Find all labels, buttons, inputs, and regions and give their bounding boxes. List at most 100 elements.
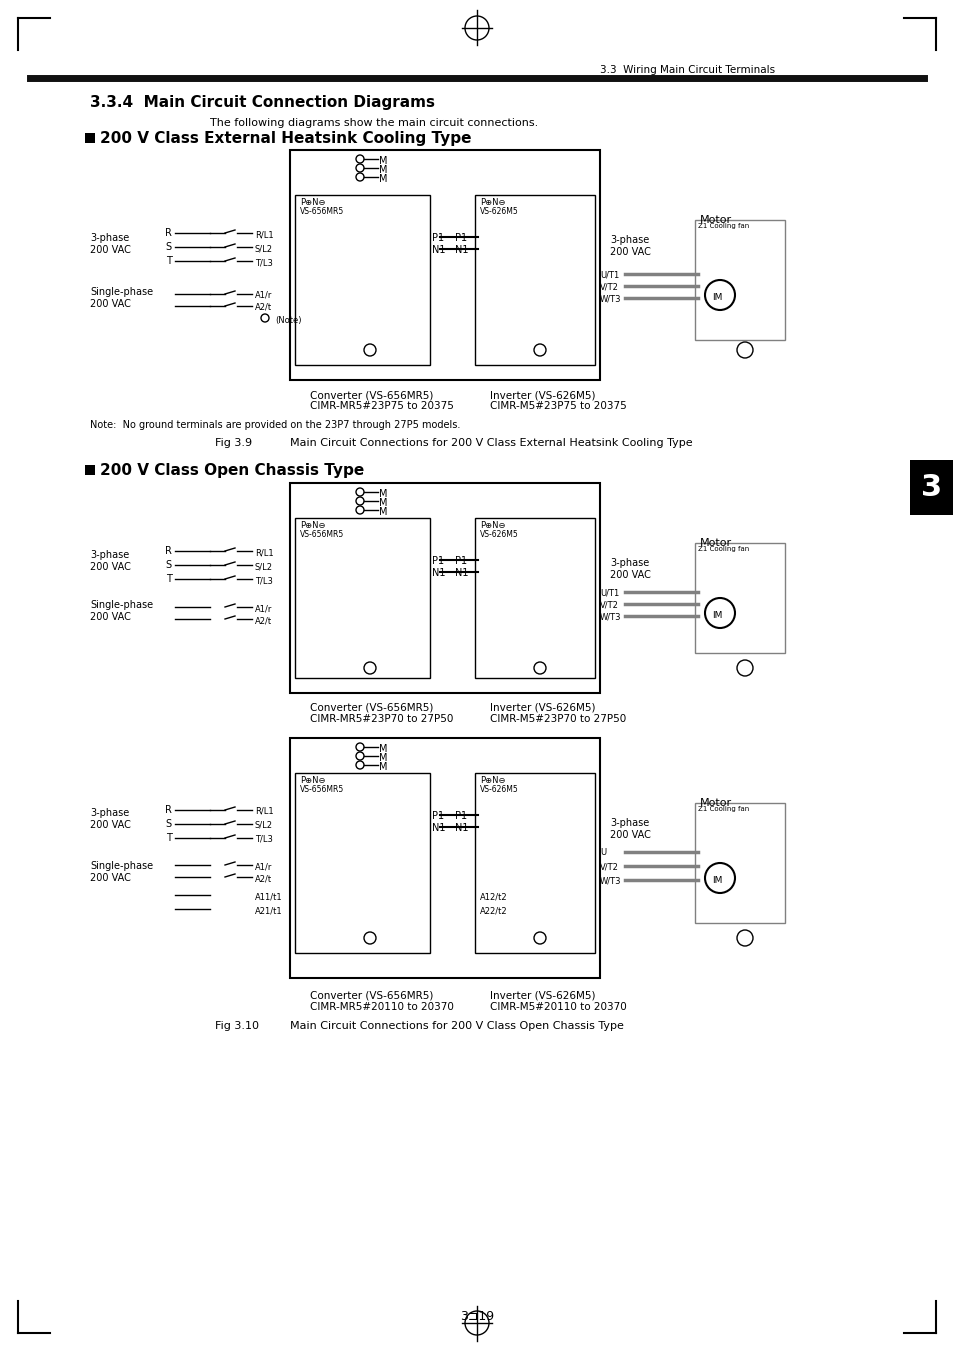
Text: A2/t: A2/t bbox=[254, 874, 272, 884]
Text: IM: IM bbox=[711, 293, 721, 303]
Text: 200 VAC: 200 VAC bbox=[90, 562, 131, 571]
Text: The following diagrams show the main circuit connections.: The following diagrams show the main cir… bbox=[210, 118, 537, 128]
Text: T/L3: T/L3 bbox=[254, 576, 273, 585]
Text: P1: P1 bbox=[432, 557, 444, 566]
Text: CIMR-MR5#23P75 to 20375: CIMR-MR5#23P75 to 20375 bbox=[310, 401, 454, 411]
Text: P1: P1 bbox=[455, 557, 467, 566]
Bar bbox=[85, 465, 95, 476]
Text: Single-phase: Single-phase bbox=[90, 600, 153, 611]
Text: W/T3: W/T3 bbox=[599, 612, 620, 621]
Text: 200 VAC: 200 VAC bbox=[90, 245, 131, 255]
Text: Main Circuit Connections for 200 V Class External Heatsink Cooling Type: Main Circuit Connections for 200 V Class… bbox=[290, 438, 692, 449]
Text: 200 VAC: 200 VAC bbox=[90, 299, 131, 309]
Bar bbox=[695, 220, 784, 340]
Text: CIMR-M5#23P70 to 27P50: CIMR-M5#23P70 to 27P50 bbox=[490, 713, 625, 724]
Text: Motor: Motor bbox=[700, 215, 731, 226]
Bar bbox=[294, 773, 430, 952]
Text: IM: IM bbox=[711, 611, 721, 620]
Text: 3⊐19: 3⊐19 bbox=[459, 1310, 494, 1323]
Text: 3.3.4  Main Circuit Connection Diagrams: 3.3.4 Main Circuit Connection Diagrams bbox=[90, 95, 435, 109]
Text: P⊕N⊖: P⊕N⊖ bbox=[479, 775, 505, 785]
Text: N1: N1 bbox=[455, 823, 468, 834]
Text: M: M bbox=[378, 753, 387, 763]
Text: M: M bbox=[378, 744, 387, 754]
Text: Converter (VS-656MR5): Converter (VS-656MR5) bbox=[310, 992, 433, 1001]
Bar bbox=[294, 195, 430, 365]
Text: Single-phase: Single-phase bbox=[90, 286, 153, 297]
Text: Z1 Cooling fan: Z1 Cooling fan bbox=[698, 807, 748, 812]
Text: T/L3: T/L3 bbox=[254, 835, 273, 844]
Text: 3.3  Wiring Main Circuit Terminals: 3.3 Wiring Main Circuit Terminals bbox=[599, 65, 774, 76]
Text: U: U bbox=[599, 848, 605, 857]
Text: VS-656MR5: VS-656MR5 bbox=[299, 785, 344, 794]
Text: A1/r: A1/r bbox=[254, 862, 273, 871]
Text: M: M bbox=[378, 762, 387, 771]
Bar bbox=[695, 802, 784, 923]
Text: M: M bbox=[378, 174, 387, 184]
Bar bbox=[85, 132, 95, 143]
Text: W/T3: W/T3 bbox=[599, 875, 620, 885]
Text: M: M bbox=[378, 489, 387, 499]
Text: VS-626M5: VS-626M5 bbox=[479, 785, 518, 794]
Text: M: M bbox=[378, 155, 387, 166]
Text: S/L2: S/L2 bbox=[254, 821, 273, 830]
Text: Z1 Cooling fan: Z1 Cooling fan bbox=[698, 546, 748, 553]
Text: Main Circuit Connections for 200 V Class Open Chassis Type: Main Circuit Connections for 200 V Class… bbox=[290, 1021, 623, 1031]
Text: A2/t: A2/t bbox=[254, 616, 272, 626]
Text: N1: N1 bbox=[432, 823, 445, 834]
Text: T/L3: T/L3 bbox=[254, 258, 273, 267]
Text: 3-phase: 3-phase bbox=[609, 558, 649, 567]
Text: A21/t1: A21/t1 bbox=[254, 907, 282, 915]
Text: Fig 3.9: Fig 3.9 bbox=[214, 438, 252, 449]
Bar bbox=[475, 517, 595, 678]
Text: M: M bbox=[378, 499, 387, 508]
Text: 200 VAC: 200 VAC bbox=[609, 570, 650, 580]
Text: R: R bbox=[165, 546, 174, 557]
Bar bbox=[475, 773, 595, 952]
Bar bbox=[294, 517, 430, 678]
Bar bbox=[909, 459, 953, 515]
Text: S/L2: S/L2 bbox=[254, 562, 273, 571]
Text: A1/r: A1/r bbox=[254, 604, 273, 613]
Text: P⊕N⊖: P⊕N⊖ bbox=[299, 521, 325, 530]
Text: CIMR-MR5#20110 to 20370: CIMR-MR5#20110 to 20370 bbox=[310, 1002, 454, 1012]
Text: V/T2: V/T2 bbox=[599, 600, 618, 609]
Text: Inverter (VS-626M5): Inverter (VS-626M5) bbox=[490, 703, 595, 713]
Text: T: T bbox=[166, 255, 174, 266]
Text: M: M bbox=[378, 507, 387, 517]
Text: P⊕N⊖: P⊕N⊖ bbox=[299, 775, 325, 785]
Bar bbox=[475, 195, 595, 365]
Text: R/L1: R/L1 bbox=[254, 549, 274, 557]
Text: Motor: Motor bbox=[700, 538, 731, 549]
Text: CIMR-MR5#23P70 to 27P50: CIMR-MR5#23P70 to 27P50 bbox=[310, 713, 453, 724]
Text: V/T2: V/T2 bbox=[599, 862, 618, 871]
Text: CIMR-M5#23P75 to 20375: CIMR-M5#23P75 to 20375 bbox=[490, 401, 626, 411]
Text: S: S bbox=[166, 561, 174, 570]
Text: R: R bbox=[165, 805, 174, 815]
Text: T: T bbox=[166, 834, 174, 843]
Text: Single-phase: Single-phase bbox=[90, 861, 153, 871]
Text: 200 VAC: 200 VAC bbox=[609, 830, 650, 840]
Text: N1: N1 bbox=[455, 245, 468, 255]
Text: A2/t: A2/t bbox=[254, 303, 272, 312]
Text: Motor: Motor bbox=[700, 798, 731, 808]
Text: 200 V Class External Heatsink Cooling Type: 200 V Class External Heatsink Cooling Ty… bbox=[100, 131, 471, 146]
Text: VS-626M5: VS-626M5 bbox=[479, 207, 518, 216]
Text: R: R bbox=[165, 228, 174, 238]
Text: 200 VAC: 200 VAC bbox=[609, 247, 650, 257]
Text: 3-phase: 3-phase bbox=[90, 232, 129, 243]
Text: P⊕N⊖: P⊕N⊖ bbox=[479, 199, 505, 207]
Text: Inverter (VS-626M5): Inverter (VS-626M5) bbox=[490, 390, 595, 400]
Text: VS-626M5: VS-626M5 bbox=[479, 530, 518, 539]
Text: R/L1: R/L1 bbox=[254, 807, 274, 816]
Text: VS-656MR5: VS-656MR5 bbox=[299, 207, 344, 216]
Bar bbox=[290, 738, 599, 978]
Text: T: T bbox=[166, 574, 174, 584]
Text: CIMR-M5#20110 to 20370: CIMR-M5#20110 to 20370 bbox=[490, 1002, 626, 1012]
Bar bbox=[695, 543, 784, 653]
Text: R/L1: R/L1 bbox=[254, 230, 274, 239]
Text: 3-phase: 3-phase bbox=[90, 550, 129, 561]
Text: 3-phase: 3-phase bbox=[90, 808, 129, 817]
Text: Z1 Cooling fan: Z1 Cooling fan bbox=[698, 223, 748, 230]
Text: P1: P1 bbox=[432, 232, 444, 243]
